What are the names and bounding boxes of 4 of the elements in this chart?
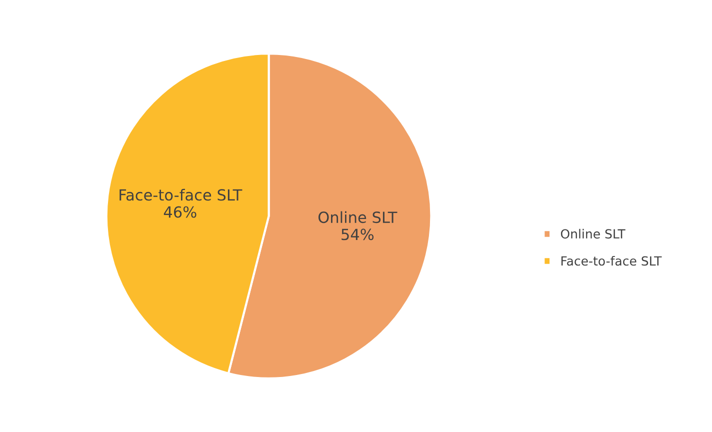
legend-label: Face-to-face SLT (561, 256, 662, 266)
legend-label: Online SLT (560, 228, 626, 239)
data-label: Face-to-face SLT 46% (120, 188, 242, 218)
data-label: Online SLT 54% (318, 211, 398, 240)
